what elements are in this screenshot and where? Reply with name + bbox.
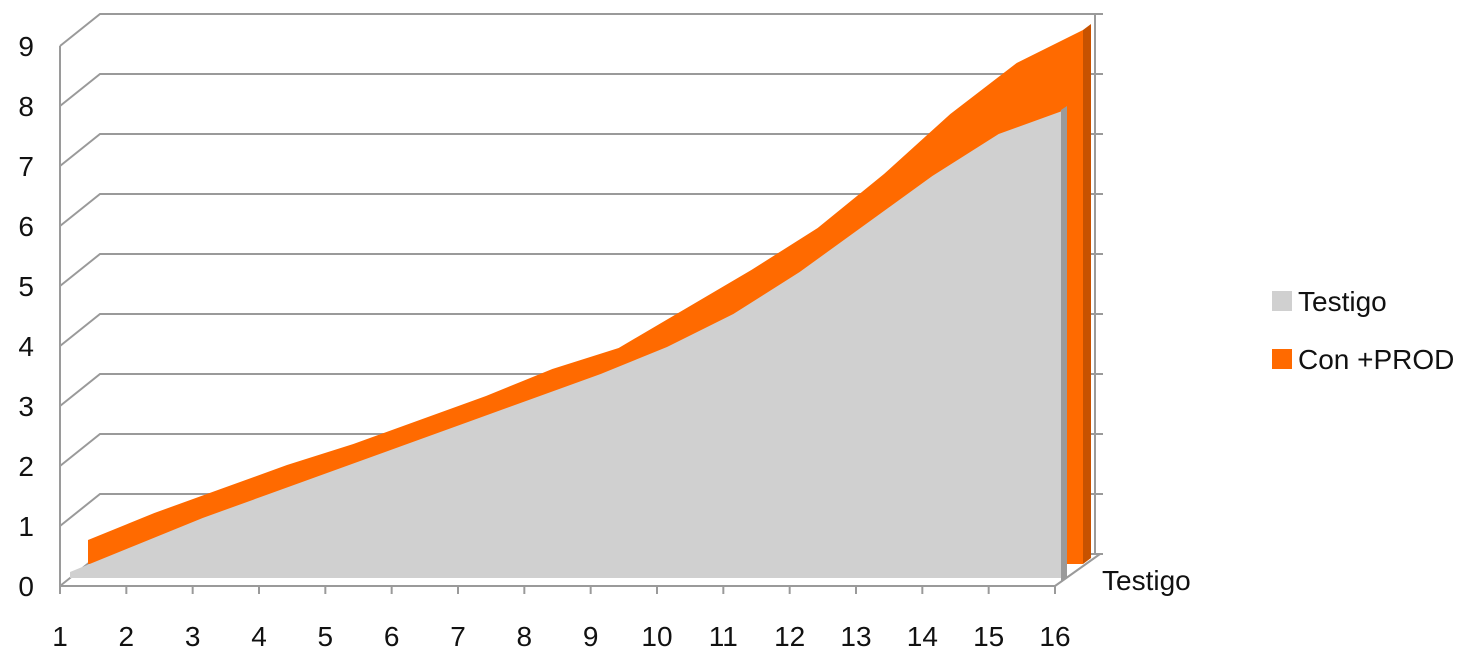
x-tick-label: 8 (517, 621, 533, 652)
series-side-con-prod (1083, 24, 1091, 564)
series-areas (70, 24, 1091, 582)
y-tick-label: 2 (18, 451, 34, 482)
series-side-testigo (1061, 106, 1067, 582)
x-tick-label: 10 (641, 621, 672, 652)
y-tick-label: 7 (18, 151, 34, 182)
y-tick-label: 1 (18, 511, 34, 542)
x-tick-label: 15 (973, 621, 1004, 652)
legend-label: Con +PROD (1298, 344, 1454, 375)
x-tick-label: 2 (119, 621, 135, 652)
series-area-testigo (70, 110, 1065, 578)
gridline (59, 253, 1095, 287)
x-tick-label: 7 (450, 621, 466, 652)
gridline (59, 73, 1095, 107)
gridline (59, 193, 1095, 227)
axes (59, 13, 1103, 594)
x-tick-label: 9 (583, 621, 599, 652)
x-tick-label: 16 (1039, 621, 1070, 652)
legend-label: Testigo (1298, 286, 1387, 317)
x-tick-label: 1 (52, 621, 68, 652)
y-tick-label: 5 (18, 271, 34, 302)
x-tick-label: 11 (709, 621, 738, 652)
y-tick-labels: 0 1 2 3 4 5 6 7 8 9 (18, 31, 34, 602)
x-tick-label: 3 (185, 621, 201, 652)
x-tick-label: 4 (251, 621, 267, 652)
x-tick-label: 5 (318, 621, 334, 652)
x-tick-label: 12 (774, 621, 805, 652)
x-tick-label: 14 (907, 621, 938, 652)
y-tick-label: 0 (18, 571, 34, 602)
legend-swatch (1272, 349, 1292, 369)
y-tick-label: 4 (18, 331, 34, 362)
depth-axis-label: Testigo (1102, 565, 1191, 596)
gridline (59, 133, 1095, 167)
gridline (59, 13, 1095, 47)
x-tick-label: 6 (384, 621, 400, 652)
y-tick-label: 8 (18, 91, 34, 122)
x-tick-labels: 1 2 3 4 5 6 7 8 9 10 11 12 13 14 15 16 (52, 621, 1070, 652)
y-tick-label: 3 (18, 391, 34, 422)
x-tick-label: 13 (840, 621, 871, 652)
legend-swatch (1272, 291, 1292, 311)
legend: Testigo Con +PROD (1272, 286, 1454, 375)
y-tick-label: 6 (18, 211, 34, 242)
depth-axis-labels: Testigo (1102, 565, 1191, 596)
y-tick-label: 9 (18, 31, 34, 62)
gridlines (59, 13, 1095, 587)
